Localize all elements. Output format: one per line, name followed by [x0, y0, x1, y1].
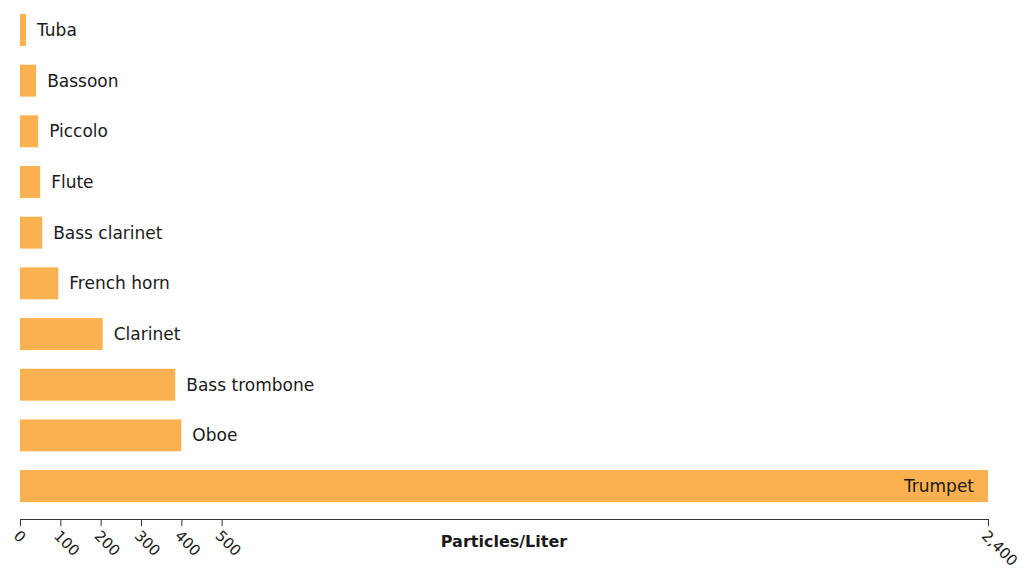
tick: 300: [131, 519, 164, 560]
bar: [20, 217, 42, 249]
bar: [20, 267, 58, 299]
tick-mark: [60, 519, 61, 526]
tick: 400: [171, 519, 204, 560]
x-axis: 0 100200300400500 2,400: [10, 519, 1021, 570]
bar: [20, 65, 36, 97]
chart: Tuba Bassoon Piccolo Flute Bass clarinet Fren…: [0, 0, 1030, 588]
category-label: Bassoon: [47, 71, 118, 91]
bar-labels: Tuba Bassoon Piccolo Flute Bass clarinet Fren…: [36, 20, 974, 496]
category-label: Bass trombone: [186, 375, 314, 395]
tick-mark: [141, 519, 142, 526]
tick-mark: [988, 519, 989, 526]
tick: 100: [50, 519, 83, 560]
tick-label: 200: [91, 527, 124, 560]
tick-label: 2,400: [978, 527, 1021, 570]
bar: [20, 470, 988, 502]
tick: 500: [212, 519, 245, 560]
bar: [20, 318, 103, 350]
tick: 200: [91, 519, 124, 560]
category-label: Oboe: [192, 425, 237, 445]
category-label: Flute: [51, 172, 93, 192]
tick-mark: [20, 519, 21, 526]
bar: [20, 14, 26, 46]
bar: [20, 115, 38, 147]
tick-label: 400: [171, 527, 204, 560]
bar: [20, 419, 181, 451]
axis-title: Particles/Liter: [441, 532, 567, 551]
category-label: Bass clarinet: [53, 223, 163, 243]
category-label: Clarinet: [114, 324, 181, 344]
tick-label: 300: [131, 527, 164, 560]
category-label: Piccolo: [49, 121, 108, 141]
tick-label: 500: [212, 527, 245, 560]
tick-label: 100: [50, 527, 83, 560]
axis-line: [21, 519, 989, 520]
bars: [20, 14, 988, 502]
category-label: Trumpet: [903, 476, 974, 496]
tick-label: 0: [10, 527, 29, 546]
tick-mark: [181, 519, 182, 526]
category-label: Tuba: [36, 20, 77, 40]
bar: [20, 166, 40, 198]
tick: 2,400: [978, 519, 1021, 570]
bar: [20, 369, 175, 401]
category-label: French horn: [69, 273, 170, 293]
tick-mark: [222, 519, 223, 526]
tick-mark: [101, 519, 102, 526]
tick: 0: [10, 519, 29, 546]
